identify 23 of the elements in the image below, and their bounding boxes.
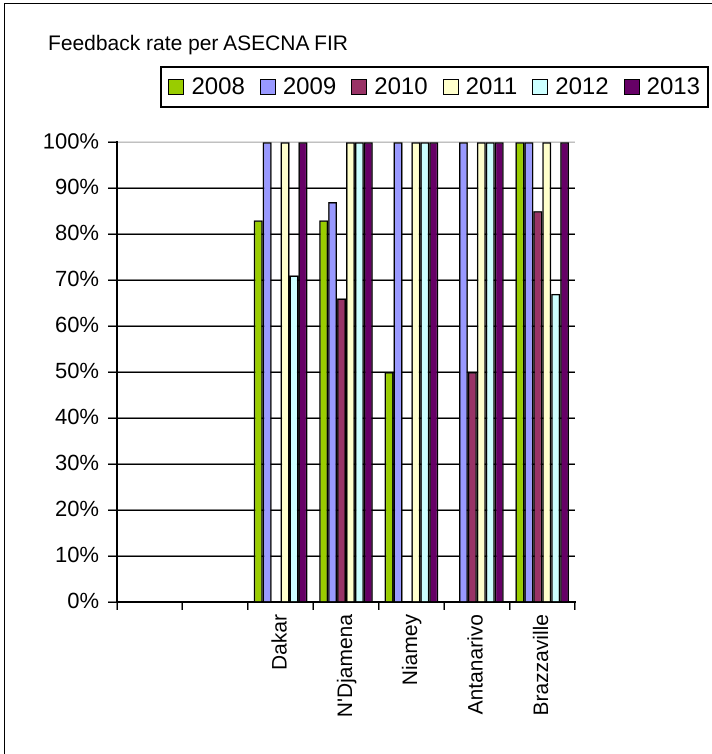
legend-label: 2010 — [374, 73, 428, 101]
y-tick-label: 20% — [54, 496, 99, 522]
y-tick-label: 30% — [54, 450, 99, 476]
legend-label: 2009 — [282, 73, 336, 101]
y-tick-label: 50% — [54, 358, 99, 384]
y-tick-label: 80% — [54, 220, 99, 246]
x-tick-label: N'Djamena — [334, 614, 357, 718]
y-tick-label: 60% — [54, 312, 99, 338]
x-tick-label: Dakar — [268, 614, 292, 670]
y-tick-label: 70% — [54, 266, 99, 292]
legend-label: 2011 — [466, 73, 518, 101]
x-tick-label: Brazzaville — [530, 614, 554, 716]
x-tick-label: Antanarivo — [464, 614, 488, 714]
legend-label: 2008 — [191, 73, 245, 101]
legend-label: 2013 — [646, 73, 700, 101]
chart-title: Feedback rate per ASECNA FIR — [48, 32, 348, 56]
y-tick-label: 10% — [54, 542, 99, 568]
legend-label: 2012 — [555, 73, 609, 101]
y-tick-label: 90% — [54, 174, 99, 200]
y-tick-label: 0% — [67, 588, 99, 614]
y-tick-label: 40% — [54, 404, 99, 430]
x-tick-label: Niamey — [399, 614, 422, 686]
y-tick-label: 100% — [42, 128, 99, 154]
